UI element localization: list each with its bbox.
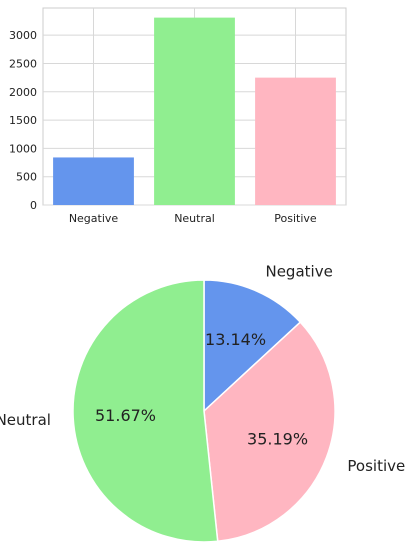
bar-x-tick-labels: Negative Neutral Positive — [69, 212, 317, 225]
bar-y-tick-label: 1500 — [9, 114, 37, 127]
bar-positive — [255, 77, 336, 205]
pie-category-labels: Negative Positive Neutral — [0, 263, 405, 475]
bar-y-tick-label: 2500 — [9, 57, 37, 70]
bar-y-tick-label: 3000 — [9, 29, 37, 42]
bar-y-tick-labels: 0 500 1000 1500 2000 2500 3000 — [9, 29, 37, 212]
bar-chart: 0 500 1000 1500 2000 2500 3000 Negative Neutral… — [9, 7, 347, 225]
pie-percent-label: 13.14% — [205, 330, 266, 349]
bar-negative — [53, 157, 134, 205]
pie-chart: 13.14% 35.19% 51.67% Negative Positive Neutr… — [0, 263, 405, 543]
bar-y-tick-label: 1000 — [9, 142, 37, 155]
bar-series — [53, 17, 336, 205]
pie-slices — [72, 279, 336, 543]
bar-y-tick-label: 500 — [16, 171, 37, 184]
pie-slice-negative — [203, 279, 302, 413]
pie-slice-positive — [203, 321, 336, 543]
bar-y-tick-label: 2000 — [9, 86, 37, 99]
pie-category-label: Positive — [347, 457, 405, 475]
bar-neutral — [154, 17, 235, 205]
pie-slice-neutral — [72, 279, 219, 543]
pie-percent-labels: 13.14% 35.19% 51.67% — [95, 330, 308, 449]
bar-x-tick-label: Neutral — [174, 212, 215, 225]
bar-x-tick-label: Negative — [69, 212, 119, 225]
bar-y-tick-label: 0 — [30, 199, 37, 212]
pie-percent-label: 51.67% — [95, 406, 156, 425]
pie-category-label: Neutral — [0, 411, 51, 429]
pie-percent-label: 35.19% — [247, 430, 308, 449]
pie-category-label: Negative — [265, 263, 332, 281]
bar-x-tick-label: Positive — [274, 212, 317, 225]
